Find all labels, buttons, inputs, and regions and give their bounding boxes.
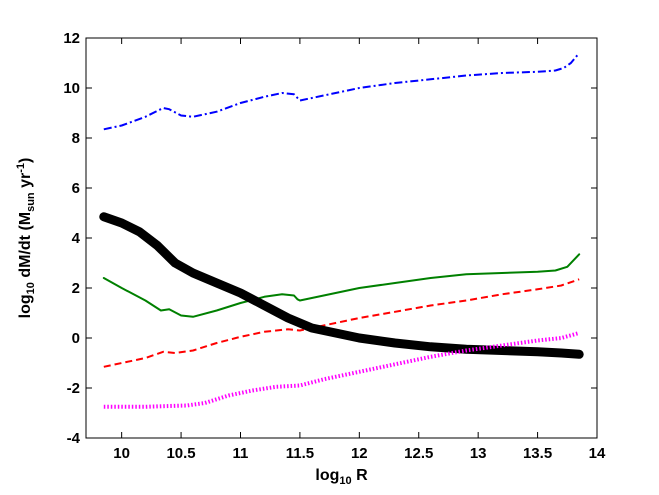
y-tick-label: 2 xyxy=(72,280,80,297)
x-tick-label: 14 xyxy=(589,445,606,462)
series-line-1 xyxy=(103,52,580,131)
x-tick-label: 10 xyxy=(113,445,130,462)
y-tick-label: 6 xyxy=(72,180,80,197)
x-tick-label: 11 xyxy=(233,445,249,462)
y-axis-label: log10 dM/dt (Msun yr-1) xyxy=(15,158,37,319)
y-axis-label-mid2: yr xyxy=(17,173,34,193)
y-axis-label-base: log xyxy=(17,294,34,318)
y-tick-label: -2 xyxy=(67,380,80,397)
x-axis-label-base: log xyxy=(315,467,339,484)
ticks-group xyxy=(86,37,598,439)
y-axis-label-mid: dM/dt (M xyxy=(17,212,34,282)
y-tick-label: 12 xyxy=(63,30,80,47)
x-tick-label: 12.5 xyxy=(404,445,433,462)
x-axis-label-rest: R xyxy=(352,467,368,484)
series-line-4 xyxy=(99,212,584,359)
y-tick-label: -4 xyxy=(67,430,81,447)
x-tick-label: 13.5 xyxy=(523,445,552,462)
plot-area xyxy=(85,37,598,439)
x-tick-label: 13 xyxy=(470,445,487,462)
y-axis-label-end: ) xyxy=(17,158,34,163)
y-tick-labels: -4 -2 0 2 4 6 8 10 12 xyxy=(63,30,80,447)
series-line-2 xyxy=(102,253,581,318)
series-group xyxy=(99,52,584,409)
y-tick-label: 0 xyxy=(72,330,80,347)
y-axis-label-superscript: -1 xyxy=(15,163,27,173)
x-axis-label: log10 R xyxy=(315,467,368,487)
series-line-3 xyxy=(103,278,580,368)
x-tick-label: 12 xyxy=(351,445,368,462)
x-tick-labels: 10 10.5 11 11.5 12 12.5 13 13.5 14 xyxy=(113,445,606,462)
x-tick-label: 11.5 xyxy=(286,445,314,462)
x-axis-label-subscript: 10 xyxy=(339,475,351,487)
y-tick-label: 10 xyxy=(63,80,80,97)
y-tick-label: 8 xyxy=(72,130,80,147)
x-tick-label: 10.5 xyxy=(166,445,195,462)
y-axis-label-subscript: 10 xyxy=(25,282,37,294)
y-tick-label: 4 xyxy=(72,230,81,247)
y-axis-label-subscript2: sun xyxy=(25,192,37,212)
